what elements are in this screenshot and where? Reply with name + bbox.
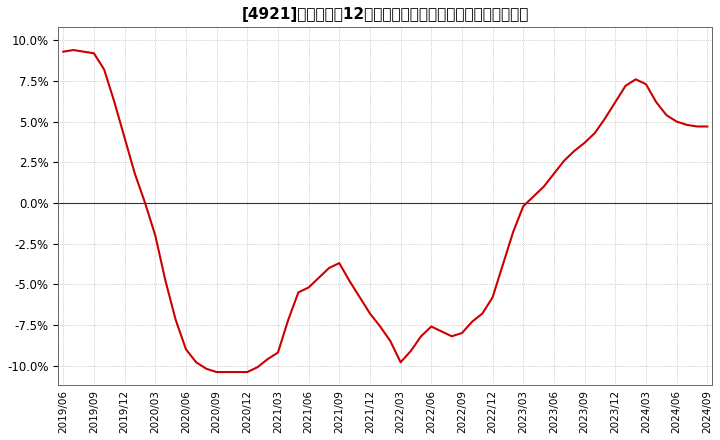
Title: [4921]　売上高の12か月移動合計の対前年同期増減率の推移: [4921] 売上高の12か月移動合計の対前年同期増減率の推移: [242, 7, 529, 22]
